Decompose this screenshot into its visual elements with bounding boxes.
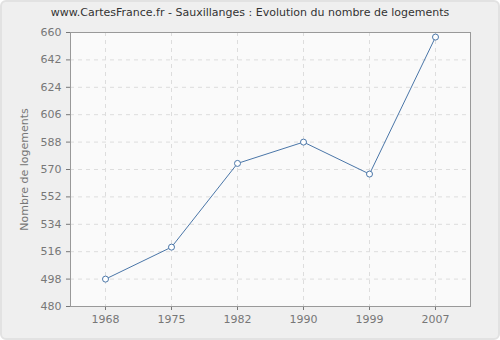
svg-text:570: 570 [41, 163, 62, 176]
svg-text:534: 534 [41, 218, 62, 231]
html-text:www.CartesFrance.fr - Sauxilla: www.CartesFrance.fr - Sauxillanges : Evo… [50, 6, 450, 19]
svg-text:480: 480 [41, 300, 62, 313]
svg-text:2007: 2007 [422, 313, 450, 326]
svg-text:660: 660 [41, 26, 62, 39]
svg-text:1968: 1968 [92, 313, 120, 326]
svg-text:1982: 1982 [224, 313, 252, 326]
svg-text:1975: 1975 [158, 313, 186, 326]
svg-text:1999: 1999 [356, 313, 384, 326]
svg-text:624: 624 [41, 81, 62, 94]
svg-text:516: 516 [41, 245, 62, 258]
svg-text:Nombre de logements: Nombre de logements [18, 108, 31, 231]
svg-text:606: 606 [41, 108, 62, 121]
svg-text:588: 588 [41, 136, 62, 149]
svg-text:552: 552 [41, 190, 62, 203]
svg-text:642: 642 [41, 53, 62, 66]
svg-text:498: 498 [41, 273, 62, 286]
svg-text:1990: 1990 [290, 313, 318, 326]
